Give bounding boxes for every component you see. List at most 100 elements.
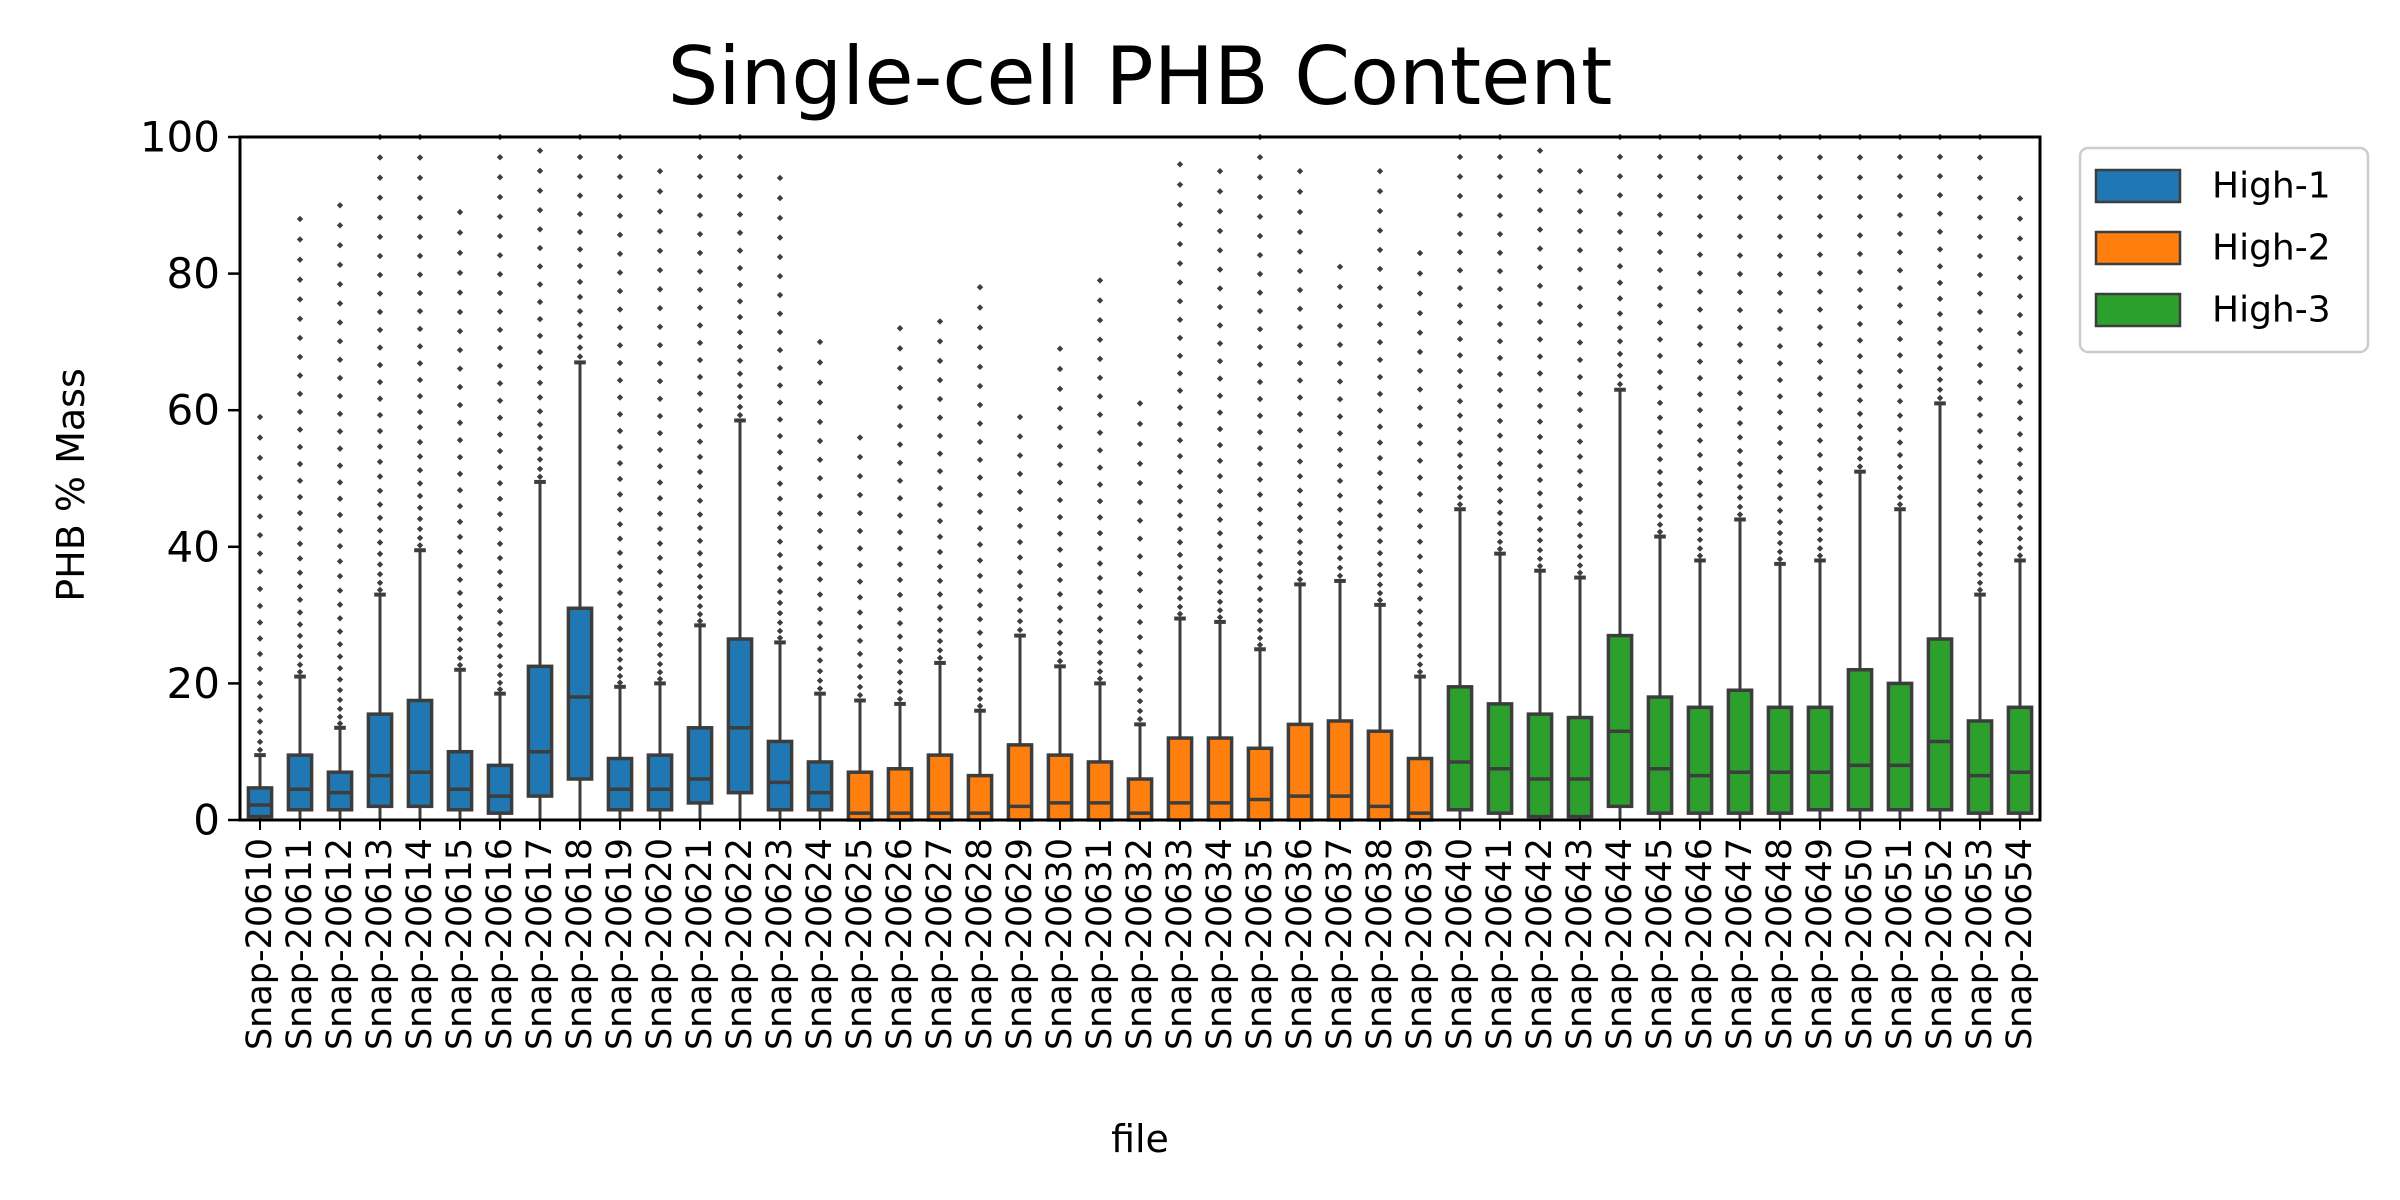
outlier-point [1656, 492, 1664, 499]
outlier-point [1776, 439, 1784, 447]
outlier-point [1056, 657, 1064, 665]
x-tick-label: Snap-20652 [1920, 838, 1960, 1050]
outlier-point [336, 281, 344, 288]
outlier-point [496, 607, 504, 615]
outlier-point [1296, 394, 1304, 401]
outlier-point [616, 549, 624, 557]
outlier-point [1216, 188, 1224, 195]
outlier-point [1856, 397, 1864, 404]
outlier-point [896, 528, 904, 536]
outlier-point [1696, 341, 1704, 348]
outlier-point [416, 325, 424, 333]
outlier-point [976, 666, 984, 673]
outlier-point [1536, 490, 1544, 497]
outlier-point [1416, 652, 1424, 660]
outlier-point [1576, 508, 1584, 516]
outlier-point [936, 376, 944, 384]
outlier-point [296, 426, 304, 433]
outlier-point [896, 403, 904, 411]
box-body [1286, 722, 1314, 822]
outlier-point [616, 576, 624, 584]
outlier-point [1856, 268, 1864, 276]
outlier-point [296, 555, 304, 562]
outlier-point [1936, 311, 1944, 318]
outlier-point [776, 328, 784, 336]
outlier-point [1336, 283, 1344, 290]
outlier-point [2016, 215, 2024, 222]
outlier-point [296, 443, 304, 451]
outlier-point [1256, 476, 1264, 483]
outlier-point [1616, 192, 1624, 199]
outlier-point [1536, 555, 1544, 562]
outlier-point [1936, 210, 1944, 217]
outlier-point [2016, 501, 2024, 508]
outlier-point [496, 620, 504, 627]
outlier-point [816, 633, 824, 640]
outlier-point [1816, 479, 1824, 486]
outlier-point [1256, 270, 1264, 278]
outlier-point [696, 438, 704, 445]
x-tick-label: Snap-20613 [360, 838, 400, 1050]
outlier-point [1496, 267, 1504, 275]
outlier-point [656, 167, 664, 175]
outlier-point [1656, 248, 1664, 256]
outlier-point [1136, 648, 1144, 655]
y-tick-label: 100 [140, 113, 220, 162]
outlier-point [1896, 173, 1904, 180]
outlier-point [456, 589, 464, 597]
outlier-point [1776, 468, 1784, 475]
outlier-point [776, 253, 784, 261]
outlier-point [696, 550, 704, 557]
outlier-point [2016, 475, 2024, 482]
outlier-point [1376, 581, 1384, 588]
outlier-point [2016, 513, 2024, 521]
outlier-point [856, 623, 864, 631]
outlier-point [1576, 562, 1584, 569]
outlier-point [1896, 463, 1904, 471]
x-tick-label: Snap-20650 [1840, 838, 1880, 1050]
outlier-point [1736, 434, 1744, 441]
x-tick-label: Snap-20642 [1520, 838, 1560, 1050]
outlier-point [776, 449, 784, 456]
outlier-point [776, 480, 784, 487]
outlier-point [1296, 410, 1304, 418]
outlier-point [336, 428, 344, 435]
outlier-point [1496, 446, 1504, 454]
outlier-point [1896, 493, 1904, 501]
outlier-point [1056, 649, 1064, 657]
outlier-point [1216, 543, 1224, 550]
outlier-point [536, 244, 544, 252]
outlier-point [936, 533, 944, 540]
outlier-point [256, 746, 264, 754]
outlier-point [1976, 233, 1984, 241]
outlier-point [1136, 440, 1144, 448]
outlier-point [1776, 194, 1784, 201]
outlier-point [336, 511, 344, 519]
outlier-point [1336, 572, 1344, 579]
outlier-point [1176, 585, 1184, 592]
outlier-point [736, 357, 744, 364]
outlier-point [936, 637, 944, 645]
outlier-point [1336, 303, 1344, 310]
box-body [1966, 719, 1994, 815]
outlier-point [1496, 338, 1504, 345]
outlier-point [696, 537, 704, 545]
outlier-point [1456, 284, 1464, 292]
outlier-point [1216, 375, 1224, 382]
box-Snap-20612: Snap-20612 [320, 202, 360, 1050]
outlier-point [496, 631, 504, 639]
outlier-point [1736, 324, 1744, 331]
outlier-point [1336, 555, 1344, 562]
outlier-point [376, 586, 384, 594]
outlier-point [336, 665, 344, 672]
outlier-point [576, 153, 584, 161]
outlier-point [1896, 352, 1904, 359]
outlier-point [1256, 547, 1264, 555]
outlier-point [1536, 418, 1544, 425]
x-tick-label: Snap-20630 [1040, 838, 1080, 1050]
outlier-point [1856, 320, 1864, 328]
outlier-point [1216, 392, 1224, 399]
outlier-point [456, 576, 464, 583]
outlier-point [1256, 193, 1264, 201]
outlier-point [1856, 250, 1864, 258]
